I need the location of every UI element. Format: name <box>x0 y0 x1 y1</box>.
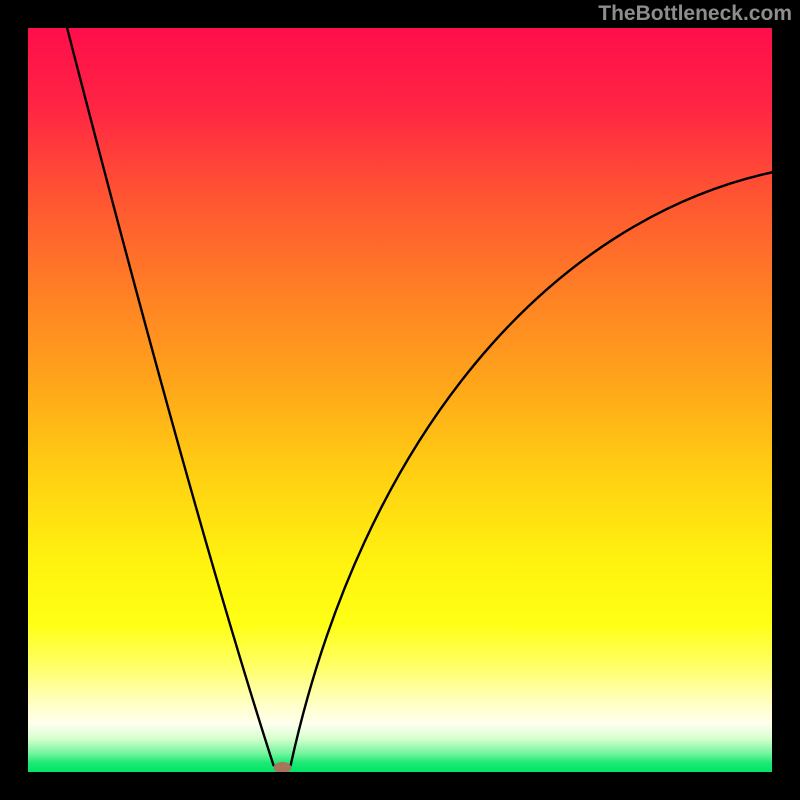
chart-container: TheBottleneck.com <box>0 0 800 800</box>
optimal-point-marker <box>274 762 292 773</box>
gradient-background <box>28 28 772 772</box>
bottleneck-chart <box>0 0 800 800</box>
watermark-text: TheBottleneck.com <box>598 2 792 26</box>
